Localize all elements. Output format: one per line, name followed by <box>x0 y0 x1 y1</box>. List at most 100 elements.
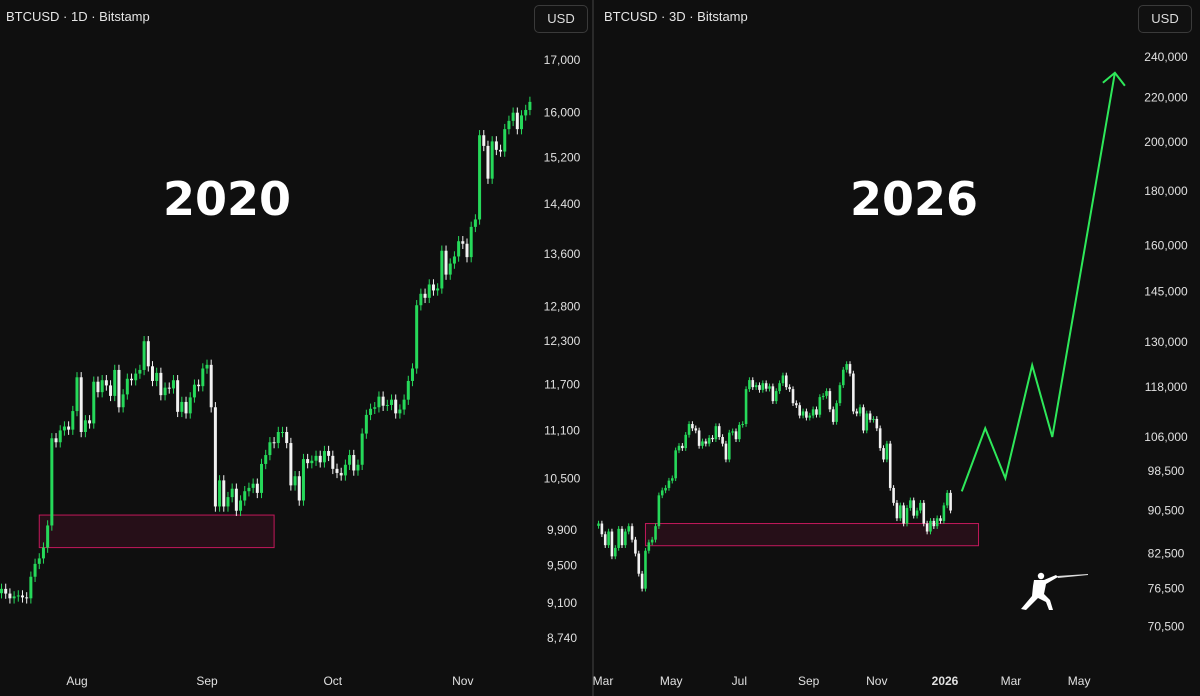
candle <box>499 144 503 157</box>
candle-body <box>909 500 912 508</box>
candle <box>75 372 79 417</box>
candle <box>142 336 146 376</box>
candle-body <box>29 576 33 599</box>
candle <box>268 437 272 461</box>
left-currency-button[interactable]: USD <box>534 5 588 33</box>
candle-body <box>8 593 12 599</box>
candle-body <box>260 463 264 493</box>
candle <box>201 363 205 392</box>
candle-body <box>945 492 949 506</box>
candle-body <box>314 455 318 461</box>
y-tick-label: 76,500 <box>1148 582 1185 596</box>
candle-body <box>402 399 406 410</box>
candle <box>778 380 781 394</box>
right-currency-button[interactable]: USD <box>1138 5 1192 33</box>
candle-body <box>935 518 939 527</box>
candle-body <box>781 375 785 384</box>
candle-body <box>875 418 879 429</box>
candle <box>8 588 12 604</box>
candle-body <box>285 431 289 444</box>
candle <box>738 422 741 442</box>
candle <box>714 423 718 442</box>
candle-body <box>184 401 188 414</box>
candle <box>620 526 624 548</box>
candle-body <box>482 135 486 146</box>
candle-body <box>670 478 674 481</box>
candle-body <box>104 380 108 386</box>
y-tick-label: 70,500 <box>1148 620 1185 634</box>
candle <box>352 449 356 476</box>
candle <box>264 449 268 470</box>
candle <box>647 539 651 554</box>
candle <box>875 416 879 432</box>
candle-body <box>230 488 234 498</box>
candle <box>150 361 154 387</box>
y-tick-label: 98,500 <box>1148 464 1185 478</box>
candle <box>398 404 402 419</box>
candle <box>385 399 389 411</box>
candle-body <box>798 405 802 416</box>
candle <box>852 370 855 415</box>
candle-body <box>868 413 872 420</box>
candle <box>942 502 946 524</box>
candle-body <box>62 426 66 431</box>
candle <box>613 545 617 560</box>
candle <box>524 104 528 121</box>
candle <box>818 394 822 418</box>
candle <box>33 558 37 582</box>
candle <box>664 485 667 494</box>
candle-body <box>297 476 301 501</box>
candle-body <box>423 293 427 298</box>
candle-body <box>306 459 310 464</box>
candle-body <box>171 380 175 389</box>
y-tick-label: 12,300 <box>544 334 581 348</box>
candle-body <box>855 411 859 414</box>
candle <box>898 502 902 522</box>
candle-body <box>390 399 394 405</box>
candle-body <box>524 109 528 116</box>
candle-body <box>667 480 671 488</box>
panel-divider[interactable] <box>592 0 594 696</box>
candle <box>390 394 394 411</box>
candle <box>180 396 184 418</box>
candle-body <box>218 480 222 507</box>
candle-body <box>264 455 268 464</box>
candle <box>478 130 482 225</box>
candle-body <box>142 341 146 370</box>
candle <box>691 421 694 432</box>
candle-body <box>138 369 142 374</box>
candle <box>54 433 58 448</box>
candle-body <box>88 420 92 424</box>
candle <box>939 515 942 524</box>
candle <box>134 368 138 386</box>
candle <box>440 245 444 294</box>
candle-body <box>610 531 614 557</box>
y-tick-label: 90,500 <box>1148 504 1185 518</box>
candle-body <box>704 441 708 444</box>
candle-body <box>808 415 812 418</box>
candle <box>610 528 614 560</box>
candle-body <box>377 396 381 408</box>
candle-body <box>373 407 377 409</box>
candle-body <box>331 455 335 469</box>
candle-body <box>838 385 842 404</box>
candle-body <box>369 408 373 415</box>
candle-body <box>687 424 691 435</box>
candle-body <box>167 387 171 389</box>
candle-body <box>515 112 519 130</box>
candle-body <box>902 505 905 524</box>
candle <box>607 528 610 548</box>
candle-body <box>381 396 385 406</box>
candle-body <box>825 391 828 396</box>
candle-body <box>841 369 845 386</box>
candle <box>322 445 326 468</box>
candle <box>356 459 360 476</box>
candle-body <box>949 492 952 511</box>
candle-body <box>597 523 600 526</box>
candle <box>88 415 92 429</box>
candle-body <box>630 526 634 540</box>
candle-body <box>406 380 410 400</box>
candle-body <box>125 378 129 395</box>
candle <box>448 258 452 280</box>
